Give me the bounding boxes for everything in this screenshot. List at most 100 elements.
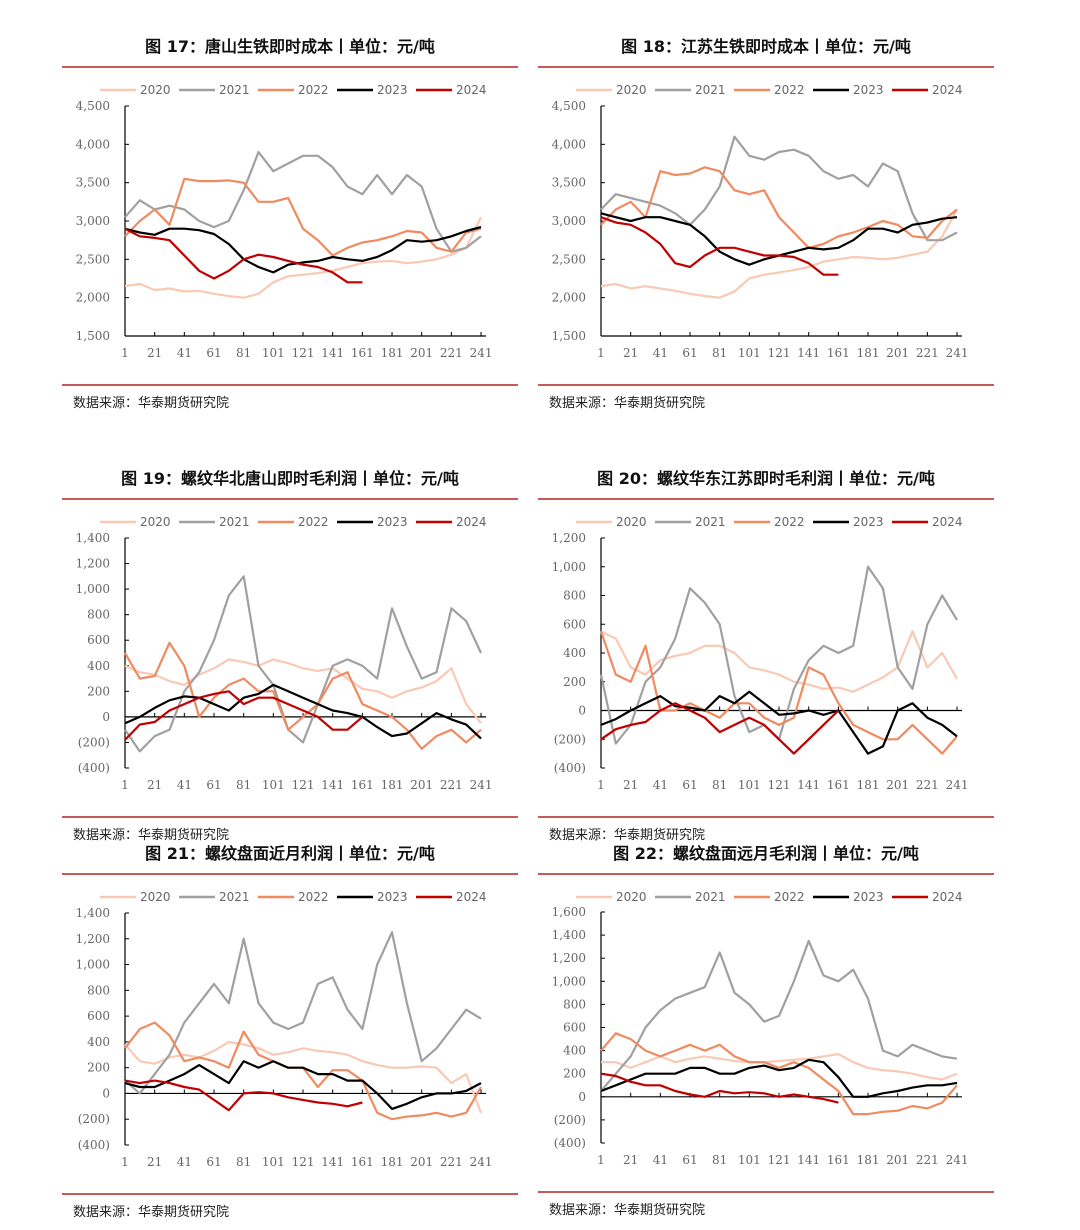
divider [62,1193,518,1195]
x-tick-label: 101 [262,778,285,792]
y-tick-label: 2,000 [552,291,586,305]
x-tick-label: 81 [712,1153,727,1167]
y-tick-label: (400) [78,761,110,775]
x-tick-label: 181 [381,346,404,360]
chart-title: 图 20：螺纹华东江苏即时毛利润丨单位：元/吨 [597,469,935,488]
series-line-2024 [124,227,363,284]
series-line-2022 [600,166,958,249]
x-tick-label: 181 [381,778,404,792]
line-chart: 2020 2021 2022 2023 2024 (400) (200) 0 200 400 600… [552,890,969,1167]
y-tick-label: (200) [78,1112,110,1126]
y-tick-label: 600 [563,617,586,631]
x-tick-label: 141 [321,1155,344,1169]
x-tick-label: 101 [262,1155,285,1169]
series-line-2023 [124,683,482,740]
legend-label-2021: 2021 [219,890,250,904]
y-tick-label: 600 [87,1009,110,1023]
y-tick-label: 0 [102,710,110,724]
series-line-2024 [600,216,839,276]
x-tick-label: 221 [440,778,463,792]
x-tick-label: 41 [653,346,668,360]
x-tick-label: 1 [597,1153,605,1167]
y-tick-label: 3,000 [76,214,110,228]
source-note: 数据来源：华泰期货研究院 [73,1205,230,1220]
series-line-2023 [124,226,482,274]
y-tick-label: (400) [554,1136,586,1150]
y-tick-label: 200 [563,1067,586,1081]
series-line-2020 [124,658,482,724]
y-tick-label: 200 [563,675,586,689]
y-tick-label: (400) [78,1138,110,1152]
x-tick-label: 121 [768,346,791,360]
x-tick-label: 141 [321,346,344,360]
series-line-2021 [600,135,958,242]
x-tick-label: 201 [410,346,433,360]
legend-label-2024: 2024 [932,83,963,97]
y-tick-label: 3,500 [76,176,110,190]
x-tick-label: 121 [292,346,315,360]
divider [538,384,994,386]
series-line-2022 [124,177,482,257]
series-line-2021 [600,939,958,1092]
y-tick-label: (400) [554,761,586,775]
y-tick-label: 1,200 [552,951,586,965]
x-tick-label: 161 [351,346,374,360]
x-tick-label: 221 [916,778,939,792]
divider [538,1191,994,1193]
y-tick-label: 600 [87,633,110,647]
series-line-2021 [124,931,482,1095]
x-tick-label: 41 [177,1155,192,1169]
line-chart: 2020 2021 2022 2023 2024 (400) (200) 0 200 400 600… [76,890,493,1169]
y-tick-label: 4,000 [552,137,586,151]
x-tick-label: 61 [682,346,697,360]
chart-title: 图 19：螺纹华北唐山即时毛利润丨单位：元/吨 [121,469,459,488]
series-line-2024 [124,690,364,741]
x-tick-label: 181 [857,1153,880,1167]
x-tick-label: 121 [292,778,315,792]
x-tick-label: 21 [623,346,638,360]
series-line-2020 [124,216,482,299]
x-tick-label: 61 [206,1155,221,1169]
divider [538,873,994,875]
divider [538,816,994,818]
legend-label-2023: 2023 [377,515,408,529]
legend-label-2023: 2023 [377,890,408,904]
y-tick-label: 800 [87,983,110,997]
x-tick-label: 1 [597,778,605,792]
y-tick-label: 800 [563,997,586,1011]
legend-label-2022: 2022 [298,83,329,97]
series-line-2024 [600,1072,839,1104]
legend-label-2023: 2023 [853,890,884,904]
y-tick-label: 3,500 [552,176,586,190]
x-tick-label: 41 [653,778,668,792]
y-tick-label: 1,600 [552,905,586,919]
y-tick-label: (200) [554,1113,586,1127]
x-tick-label: 21 [147,1155,162,1169]
x-tick-label: 141 [797,1153,820,1167]
x-tick-label: 1 [121,1155,129,1169]
divider [62,384,518,386]
legend-label-2023: 2023 [853,83,884,97]
y-tick-label: 1,400 [76,906,110,920]
legend-label-2020: 2020 [140,515,171,529]
x-tick-label: 101 [262,346,285,360]
chart-title: 图 22：螺纹盘面远月毛利润丨单位：元/吨 [613,844,919,863]
x-tick-label: 61 [206,778,221,792]
source-note: 数据来源：华泰期货研究院 [73,828,230,843]
legend-label-2021: 2021 [695,890,726,904]
x-tick-label: 81 [712,346,727,360]
legend-label-2024: 2024 [456,515,487,529]
x-tick-label: 101 [738,346,761,360]
x-tick-label: 181 [857,778,880,792]
x-tick-label: 161 [827,346,850,360]
line-chart: 2020 2021 2022 2023 2024 (400) (200) 0 200 400 600… [76,515,493,792]
x-tick-label: 241 [470,778,493,792]
x-tick-label: 61 [682,1153,697,1167]
legend-label-2021: 2021 [219,515,250,529]
legend-label-2024: 2024 [456,890,487,904]
x-tick-label: 241 [946,346,969,360]
legend-label-2022: 2022 [774,515,805,529]
line-chart: 2020 2021 2022 2023 2024 (400) (200) 0 200 400 600… [552,515,969,792]
x-tick-label: 141 [321,778,344,792]
